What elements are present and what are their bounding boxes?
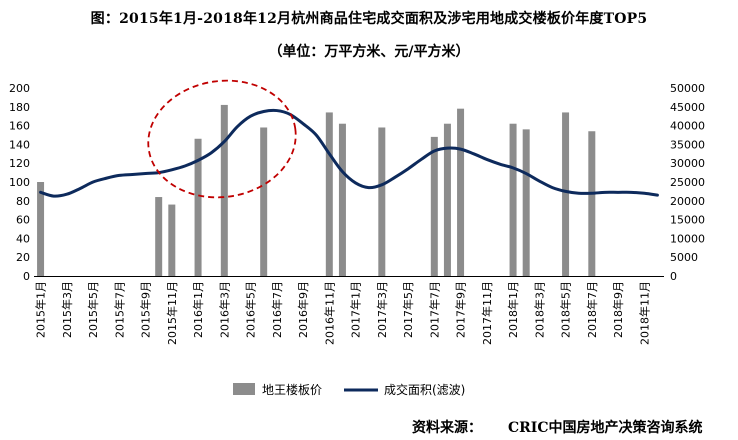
x-tick-label: 2015年1月 [34,281,48,338]
x-tick-label: 2017年9月 [454,281,468,338]
x-tick-label: 2016年7月 [270,281,284,338]
source-note: 资料来源： CRIC中国房地产决策咨询系统 [412,417,702,437]
x-tick-label: 2017年5月 [401,281,415,338]
bar [338,123,346,276]
y-left-tick-label: 60 [16,214,30,227]
bar [509,123,517,276]
legend-label-bar: 地王楼板价 [262,382,322,397]
y-left-tick-label: 180 [9,101,30,114]
bar [443,123,451,276]
bar [325,112,333,276]
bar [155,197,163,276]
y-left-tick-label: 120 [9,157,30,170]
x-tick-label: 2015年7月 [112,281,126,338]
y-left-tick-label: 140 [9,138,30,151]
y-right-tick-label: 45000 [670,101,705,114]
y-right-tick-label: 35000 [670,138,705,151]
y-left-tick-label: 20 [16,251,30,264]
legend-label-line: 成交面积(滤波) [384,382,465,397]
bar [194,138,202,276]
x-tick-label: 2018年11月 [637,281,651,345]
y-right-tick-label: 5000 [670,251,698,264]
y-right-tick-label: 20000 [670,195,705,208]
x-tick-label: 2018年3月 [532,281,546,338]
y-left-tick-label: 200 [9,82,30,95]
source-label: 资料来源： [412,420,482,436]
bar [457,108,465,277]
x-tick-label: 2017年3月 [375,281,389,338]
bar [37,182,45,276]
bar [220,104,228,276]
x-tick-label: 2016年9月 [296,281,310,338]
y-right-tick-label: 40000 [670,120,705,133]
legend-swatch-bar [233,383,255,395]
x-tick-label: 2018年1月 [506,281,520,338]
y-right-tick-label: 50000 [670,82,705,95]
y-right-tick-label: 30000 [670,157,705,170]
x-tick-label: 2015年5月 [86,281,100,338]
bar [260,127,268,276]
x-tick-label: 2018年5月 [559,281,573,338]
x-tick-label: 2016年11月 [322,281,336,345]
chart-title: 图：2015年1月-2018年12月杭州商品住宅成交面积及涉宅用地成交楼板价年度… [90,11,648,27]
y-left-tick-label: 160 [9,120,30,133]
x-tick-label: 2016年1月 [191,281,205,338]
bar [378,127,386,276]
y-right-tick-label: 25000 [670,176,705,189]
y-right-tick-label: 0 [670,270,677,283]
line-series-area [39,108,659,198]
y-left-tick-label: 40 [16,232,30,245]
chart-subtitle: （单位：万平方米、元/平方米） [268,44,470,60]
x-tick-label: 2015年11月 [165,281,179,345]
x-tick-label: 2016年5月 [244,281,258,338]
y-left-tick-label: 0 [23,270,30,283]
source-text: CRIC中国房地产决策咨询系统 [508,420,703,436]
x-tick-label: 2017年1月 [349,281,363,338]
bar [168,204,176,276]
bar [522,129,530,276]
x-tick-label: 2018年9月 [611,281,625,338]
y-right-tick-label: 10000 [670,232,705,245]
bar [430,136,438,276]
bar [588,131,596,276]
y-left-tick-label: 80 [16,195,30,208]
bar [562,112,570,276]
y-left-tick-label: 100 [9,176,30,189]
highlight-ellipse [147,79,297,199]
x-tick-label: 2018年7月 [585,281,599,338]
x-tick-label: 2017年11月 [480,281,494,345]
x-tick-label: 2017年7月 [427,281,441,338]
x-tick-label: 2016年3月 [217,281,231,338]
x-tick-label: 2015年3月 [60,281,74,338]
y-right-tick-label: 15000 [670,214,705,227]
x-tick-label: 2015年9月 [139,281,153,338]
